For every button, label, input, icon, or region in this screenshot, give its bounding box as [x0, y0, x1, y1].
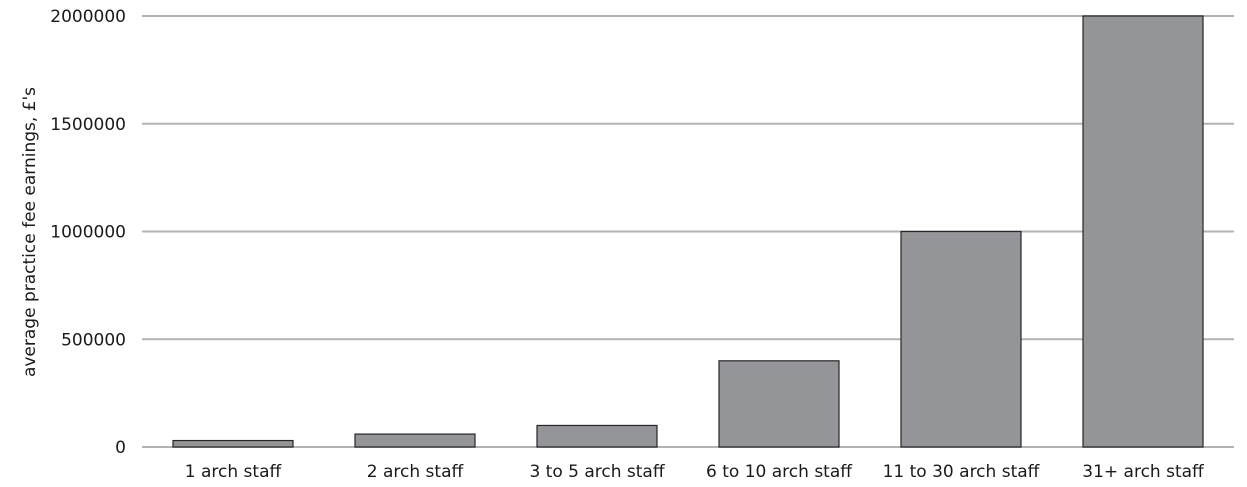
y-axis-title: average practice fee earnings, £'s [20, 87, 40, 377]
x-tick-label: 2 arch staff [367, 462, 465, 482]
bar [718, 360, 840, 448]
bars [172, 15, 1204, 448]
gridlines [142, 15, 1234, 448]
x-tick-label: 6 to 10 arch staff [706, 462, 853, 482]
x-tick-label: 31+ arch staff [1082, 462, 1205, 482]
bar [172, 439, 294, 448]
y-tick-label: 1500000 [50, 115, 126, 135]
y-tick-label: 1000000 [50, 223, 126, 243]
y-tick-label: 500000 [61, 330, 126, 350]
y-axis-tick-labels: 0 500000 1000000 1500000 2000000 [50, 7, 126, 458]
bar [354, 433, 476, 448]
x-tick-label: 3 to 5 arch staff [529, 462, 665, 482]
bar [536, 424, 658, 448]
bar [1082, 15, 1204, 448]
bar [900, 230, 1022, 448]
x-tick-label: 1 arch staff [185, 462, 283, 482]
x-tick-label: 11 to 30 arch staff [883, 462, 1041, 482]
x-axis-tick-labels: 1 arch staff 2 arch staff 3 to 5 arch staf… [185, 462, 1205, 482]
y-tick-label: 2000000 [50, 7, 126, 27]
y-tick-label: 0 [115, 438, 126, 458]
